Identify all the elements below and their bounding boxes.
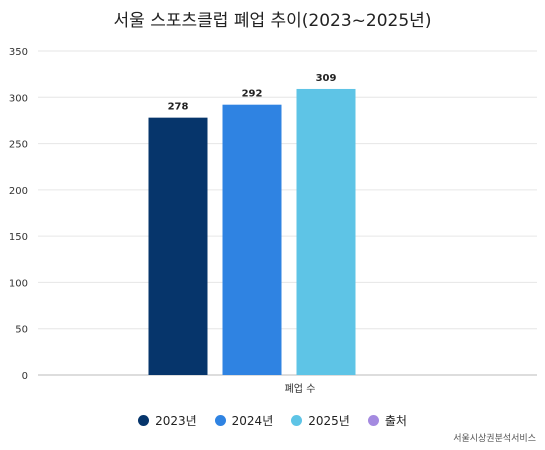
y-tick-label: 350 (9, 47, 28, 58)
legend-item-2024[interactable]: 2024년 (214, 412, 274, 429)
legend-item-2023[interactable]: 2023년 (138, 412, 197, 429)
legend: 2023년 2024년 2025년 출처 (0, 412, 545, 429)
data-label: 278 (168, 102, 189, 113)
x-axis-label: 폐업 수 (285, 382, 316, 395)
legend-dot-source (367, 415, 379, 426)
y-axis-ticks: 0 50 100 150 200 250 300 350 (9, 47, 28, 382)
y-tick-label: 150 (9, 232, 28, 243)
y-tick-label: 100 (9, 278, 28, 289)
y-tick-label: 50 (15, 325, 28, 336)
legend-label-2025: 2025년 (308, 414, 350, 428)
data-label: 292 (242, 89, 263, 100)
bar-2023년[interactable] (148, 117, 208, 375)
y-tick-label: 300 (9, 93, 28, 104)
chart-title: 서울 스포츠클럽 폐업 추이(2023~2025년) (113, 11, 432, 31)
bar-2024년[interactable] (222, 104, 282, 375)
data-labels: 278 292 309 (168, 73, 337, 113)
bar-chart: 0 50 100 150 200 250 300 350 278 292 309 폐업 수 (9, 47, 537, 395)
legend-item-source[interactable]: 출처 (367, 412, 407, 429)
legend-dot-2025 (291, 415, 303, 426)
y-tick-label: 0 (22, 371, 28, 382)
y-tick-label: 250 (9, 140, 28, 151)
legend-label-2023: 2023년 (155, 414, 197, 428)
legend-item-2025[interactable]: 2025년 (291, 412, 350, 429)
grid-lines (38, 50, 537, 376)
bars (148, 88, 356, 375)
legend-dot-2024 (214, 415, 226, 426)
legend-label-source: 출처 (384, 414, 407, 428)
source-note: 서울시상권분석서비스 (453, 434, 536, 444)
legend-dot-2023 (138, 415, 150, 426)
legend-label-2024: 2024년 (231, 414, 274, 428)
data-label: 309 (316, 73, 337, 84)
y-tick-label: 200 (9, 186, 28, 197)
bar-2025년[interactable] (296, 88, 356, 375)
